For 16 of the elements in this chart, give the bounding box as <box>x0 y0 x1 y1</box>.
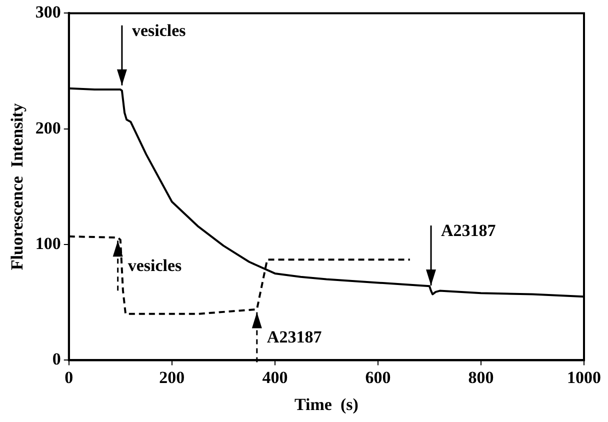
x-axis-title: Time (s) <box>294 395 358 414</box>
x-tick-label: 0 <box>64 368 74 387</box>
x-tick-label: 1000 <box>567 368 601 387</box>
x-tick-label: 200 <box>159 368 185 387</box>
y-tick-label: 300 <box>35 2 61 22</box>
y-tick-label: 0 <box>52 350 61 369</box>
annotation: vesicles <box>128 256 182 275</box>
annotation: A23187 <box>441 220 496 240</box>
y-tick-label: 200 <box>35 118 61 138</box>
x-tick-label: 800 <box>468 368 494 387</box>
annotation: A23187 <box>266 328 322 347</box>
annotation: vesicles <box>132 20 186 40</box>
y-tick-label: 100 <box>35 234 61 253</box>
x-tick-label: 400 <box>262 368 288 387</box>
y-axis-title: Fluorescence Intensity <box>8 102 27 270</box>
x-tick-label: 600 <box>365 368 391 387</box>
